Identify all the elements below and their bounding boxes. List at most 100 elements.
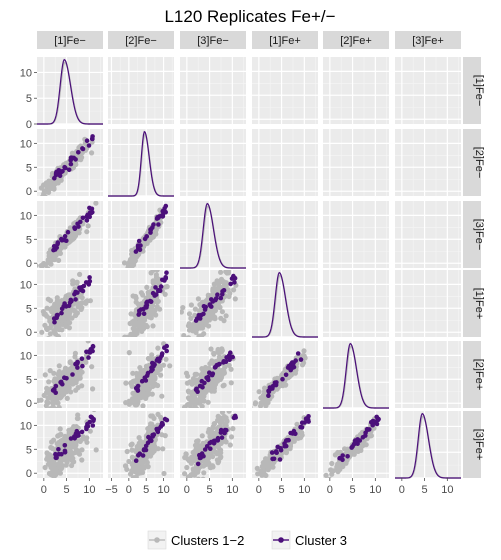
point-clusters-1-2 — [208, 346, 214, 352]
point-clusters-1-2 — [87, 298, 93, 304]
x-tick-label: 5 — [143, 484, 149, 496]
point-clusters-1-2 — [203, 322, 209, 328]
density-curve-cluster-3 — [252, 271, 318, 338]
column-strip-label: [1]Fe+ — [269, 35, 301, 47]
point-clusters-1-2 — [152, 307, 158, 314]
y-tick-label: 0 — [26, 468, 32, 480]
y-tick-label: 5 — [26, 93, 32, 105]
point-cluster-3 — [73, 157, 78, 162]
point-cluster-3 — [146, 434, 151, 440]
point-clusters-1-2 — [53, 397, 60, 403]
point-clusters-1-2 — [254, 465, 260, 471]
point-cluster-3 — [197, 383, 203, 389]
point-cluster-3 — [156, 222, 161, 227]
point-clusters-1-2 — [175, 317, 180, 322]
y-tick-label: 10 — [20, 420, 32, 432]
point-clusters-1-2 — [183, 451, 189, 457]
row-strip — [463, 411, 481, 478]
scatter-points — [252, 348, 308, 408]
point-cluster-3 — [141, 447, 147, 453]
point-clusters-1-2 — [329, 460, 335, 467]
point-cluster-3 — [274, 380, 279, 385]
point-cluster-3 — [208, 439, 214, 445]
point-clusters-1-2 — [45, 266, 51, 268]
point-clusters-1-2 — [180, 309, 184, 315]
panel-2-2 — [180, 201, 246, 269]
panel-background — [323, 57, 389, 124]
point-clusters-1-2 — [219, 346, 225, 352]
row-strip-label: [2]Fe+ — [473, 359, 485, 391]
point-clusters-1-2 — [217, 368, 223, 374]
point-clusters-1-2 — [46, 452, 52, 458]
point-clusters-1-2 — [63, 462, 69, 468]
point-clusters-1-2 — [130, 378, 136, 384]
x-tick-label: 5 — [207, 484, 213, 496]
panel-5-3 — [252, 411, 318, 478]
panel-3-3 — [252, 270, 318, 338]
point-clusters-1-2 — [142, 315, 148, 321]
panel-background — [395, 129, 461, 196]
point-clusters-1-2 — [46, 336, 51, 337]
point-cluster-3 — [53, 171, 59, 176]
point-clusters-1-2 — [52, 331, 59, 337]
point-cluster-3 — [271, 456, 277, 462]
point-clusters-1-2 — [67, 452, 74, 458]
y-tick-label: 0 — [26, 327, 32, 339]
point-cluster-3 — [80, 146, 85, 151]
point-clusters-1-2 — [64, 388, 70, 394]
row-strip — [463, 57, 481, 124]
point-clusters-1-2 — [52, 307, 58, 313]
point-cluster-3 — [156, 357, 161, 363]
point-cluster-3 — [282, 441, 287, 446]
point-clusters-1-2 — [189, 454, 195, 460]
point-clusters-1-2 — [73, 312, 79, 318]
point-cluster-3 — [133, 458, 139, 464]
point-cluster-3 — [195, 461, 201, 467]
row-strip — [463, 129, 481, 196]
point-cluster-3 — [80, 215, 86, 221]
point-cluster-3 — [215, 292, 220, 298]
point-clusters-1-2 — [144, 459, 150, 466]
y-tick-label: 10 — [20, 210, 32, 222]
point-cluster-3 — [138, 307, 144, 312]
point-cluster-3 — [88, 347, 94, 352]
point-clusters-1-2 — [69, 462, 75, 469]
point-cluster-3 — [218, 295, 224, 301]
point-clusters-1-2 — [192, 306, 198, 312]
point-clusters-1-2 — [157, 363, 163, 369]
point-clusters-1-2 — [87, 428, 93, 434]
point-clusters-1-2 — [199, 366, 205, 372]
legend-label: Clusters 1−2 — [171, 533, 244, 548]
panel-background — [180, 57, 246, 124]
point-clusters-1-2 — [262, 396, 268, 402]
point-clusters-1-2 — [47, 298, 54, 304]
point-clusters-1-2 — [79, 305, 85, 311]
point-clusters-1-2 — [62, 244, 68, 250]
point-cluster-3 — [69, 155, 75, 161]
point-clusters-1-2 — [218, 315, 224, 321]
point-clusters-1-2 — [75, 372, 81, 378]
point-clusters-1-2 — [294, 421, 300, 427]
point-clusters-1-2 — [44, 313, 50, 319]
point-cluster-3 — [277, 457, 283, 462]
point-clusters-1-2 — [219, 418, 225, 424]
point-clusters-1-2 — [188, 302, 194, 308]
point-clusters-1-2 — [126, 496, 131, 501]
point-clusters-1-2 — [84, 229, 90, 235]
point-clusters-1-2 — [24, 344, 29, 349]
point-cluster-3 — [88, 210, 94, 216]
point-clusters-1-2 — [144, 386, 150, 392]
point-clusters-1-2 — [228, 380, 234, 386]
panel-0-1 — [108, 57, 174, 124]
legend: Clusters 1−2 Cluster 3 — [147, 530, 347, 550]
point-cluster-3 — [62, 443, 68, 448]
point-cluster-3 — [149, 365, 154, 370]
point-clusters-1-2 — [196, 477, 201, 478]
point-cluster-3 — [75, 360, 80, 366]
x-tick-label: 5 — [279, 484, 285, 496]
point-cluster-3 — [306, 419, 311, 424]
point-clusters-1-2 — [134, 444, 140, 450]
panel-0-4 — [323, 57, 389, 124]
x-tick-label: 10 — [298, 484, 310, 496]
